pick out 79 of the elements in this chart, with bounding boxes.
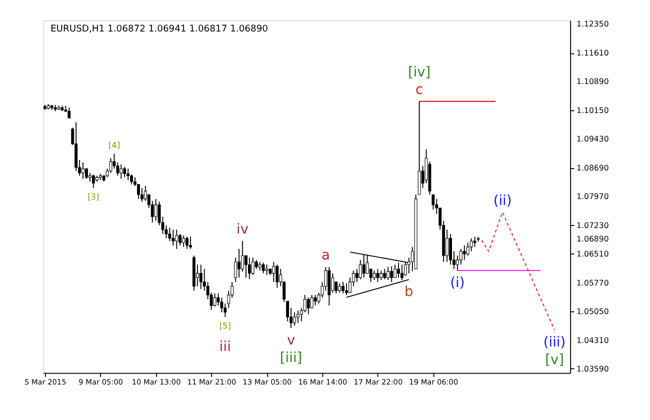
line-series (481, 212, 555, 330)
candlestick (109, 158, 112, 174)
candlestick (372, 270, 376, 280)
candlestick (276, 264, 279, 288)
candlestick (248, 257, 251, 280)
candlestick (140, 187, 144, 202)
annotation: [iv] (408, 64, 431, 81)
candlestick (251, 257, 254, 276)
annotation: (i) (450, 275, 465, 292)
x-tick-label: 19 Mar 06:00 (409, 377, 458, 386)
candlestick (272, 261, 276, 282)
candlestick (220, 297, 224, 313)
annotation: [3] (88, 191, 100, 202)
annotation: a (321, 248, 330, 264)
annotation: b (404, 284, 414, 300)
annotation: iv (236, 222, 248, 238)
candlestick (418, 100, 421, 196)
candlestick (120, 164, 123, 180)
annotation: (iii) (543, 334, 566, 350)
annotation: iii (219, 338, 231, 355)
candlestick (265, 264, 268, 276)
candlestick (306, 297, 310, 315)
candlestick (74, 122, 78, 172)
candlestick (175, 229, 178, 250)
annotation: [4] (108, 140, 120, 150)
candlestick (178, 233, 182, 246)
x-tick-label: 13 Mar 05:00 (242, 377, 292, 386)
x-tick-label: 16 Mar 14:00 (298, 377, 348, 386)
x-tick-label: 10 Mar 13:00 (132, 377, 182, 386)
candlestick (144, 185, 147, 202)
annotation: [v] (545, 352, 564, 368)
candlestick (386, 266, 390, 280)
annotation: c (416, 82, 424, 98)
candlestick (380, 270, 383, 280)
candlestick (432, 194, 435, 210)
candlestick (244, 255, 248, 278)
candlestick (92, 174, 95, 188)
candlestick (470, 238, 473, 252)
candlestick (126, 168, 130, 181)
candlestick (342, 281, 345, 294)
candlestick (182, 235, 186, 248)
candlestick (355, 268, 358, 282)
annotation: (ii) (493, 192, 512, 209)
candlestick (473, 236, 476, 248)
candlestick (238, 248, 240, 278)
candlestick (383, 268, 386, 280)
candlestick (296, 310, 300, 324)
candlestick (331, 272, 334, 294)
candlestick (68, 107, 71, 120)
x-tick-label: 5 Mar 2015 (24, 377, 67, 386)
candlestick (154, 198, 158, 222)
candlestick (314, 294, 317, 306)
candlestick (293, 312, 296, 326)
candlestick (254, 259, 258, 270)
chart-title: EURUSD,H1 1.06872 1.06941 1.06817 1.06890 (50, 23, 268, 34)
annotation: [5] (219, 320, 232, 330)
candlestick (189, 236, 192, 250)
candlestick (213, 292, 216, 307)
annotation: [iii] (280, 350, 302, 366)
candlestick (172, 229, 175, 246)
candlestick (446, 229, 449, 262)
candlestick (462, 244, 466, 260)
candlestick (82, 162, 84, 180)
x-tick-label: 9 Mar 05:00 (78, 377, 124, 386)
candlestick (390, 266, 394, 282)
candlestick (394, 264, 397, 278)
candlestick (466, 242, 470, 256)
candlestick (449, 233, 452, 266)
annotation: v (286, 332, 296, 349)
candlestick (334, 281, 338, 294)
candlestick (123, 166, 126, 178)
x-tick-label: 11 Mar 21:00 (187, 377, 237, 386)
candlestick (199, 264, 202, 290)
candlestick (262, 262, 265, 274)
candlestick (168, 227, 172, 242)
x-tick-label: 17 Mar 22:00 (354, 377, 403, 386)
candlestick (376, 268, 380, 282)
candlestick (338, 283, 342, 294)
candlestick (186, 236, 188, 250)
